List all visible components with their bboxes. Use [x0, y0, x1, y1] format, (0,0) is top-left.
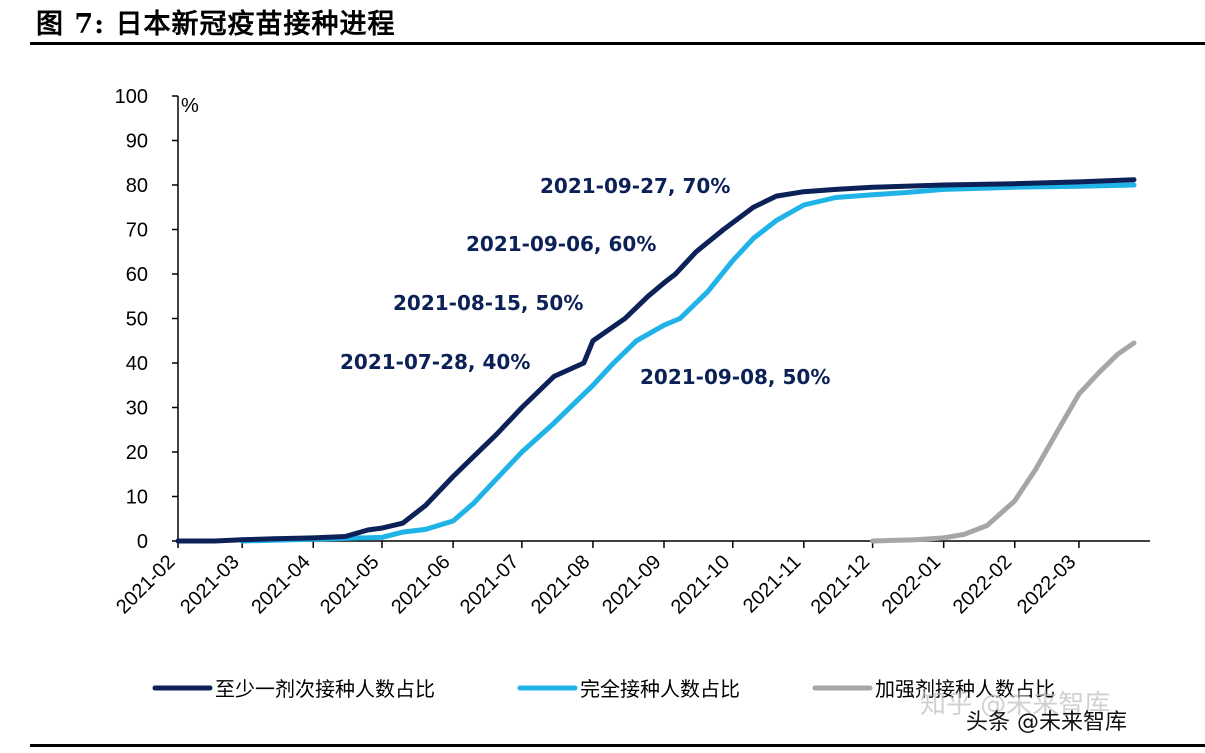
x-tick-label: 2021-08 [527, 551, 594, 618]
x-tick-label: 2022-03 [1013, 551, 1080, 618]
y-tick-label: 10 [126, 487, 148, 509]
y-tick-label: 80 [126, 175, 148, 197]
legend-label: 完全接种人数占比 [580, 677, 740, 701]
y-tick-label: 30 [126, 398, 148, 420]
x-tick-label: 2021-04 [247, 551, 314, 618]
series-line-1 [175, 177, 1137, 544]
figure-title: 图 7: 日本新冠疫苗接种进程 [36, 9, 396, 40]
x-tick-label: 2021-10 [667, 551, 734, 618]
x-tick-label: 2021-12 [807, 551, 874, 618]
x-tick-label: 2021-09 [598, 551, 665, 618]
y-tick-label: 70 [126, 220, 148, 242]
y-tick-label: 60 [126, 264, 148, 286]
y-tick-label: 20 [126, 442, 148, 464]
x-tick-label: 2021-03 [176, 551, 243, 618]
series-line-3 [870, 340, 1137, 544]
y-axis-unit: % [181, 95, 199, 117]
x-tick-label: 2021-06 [387, 551, 454, 618]
watermark-toutiao: 头条 @未来智库 [966, 710, 1127, 735]
series-line-2 [239, 182, 1137, 544]
legend-label: 至少一剂次接种人数占比 [215, 677, 435, 701]
bottom-rule [30, 744, 1205, 747]
chart-annotations: 2021-09-27, 70% 2021-09-06, 60% 2021-08-15… [340, 174, 830, 389]
y-tick-label: 40 [126, 353, 148, 375]
chart-lines [175, 177, 1137, 544]
x-tick-label: 2021-05 [316, 551, 383, 618]
x-tick-label: 2022-02 [949, 551, 1016, 618]
x-tick-label: 2021-07 [456, 551, 523, 618]
annotation-label: 2021-07-28, 40% [340, 350, 530, 374]
watermark-zhihu: 知乎 @未来智库 [920, 690, 1111, 720]
annotation-label: 2021-08-15, 50% [393, 291, 583, 315]
annotation-label: 2021-09-08, 50% [640, 365, 830, 389]
x-tick-label: 2021-11 [739, 551, 805, 617]
chart-legend: 至少一剂次接种人数占比 完全接种人数占比 加强剂接种人数占比 [152, 677, 1055, 701]
x-tick-label: 2022-01 [878, 551, 945, 618]
y-tick-label: 50 [126, 309, 148, 331]
top-rule [30, 42, 1205, 45]
annotation-label: 2021-09-06, 60% [466, 232, 656, 256]
x-tick-label: 2021-02 [112, 551, 179, 618]
annotation-label: 2021-09-27, 70% [540, 174, 730, 198]
y-tick-label: 90 [126, 131, 148, 153]
legend-label: 加强剂接种人数占比 [875, 677, 1055, 701]
y-tick-label: 0 [137, 531, 148, 553]
y-tick-label: 100 [115, 86, 148, 108]
